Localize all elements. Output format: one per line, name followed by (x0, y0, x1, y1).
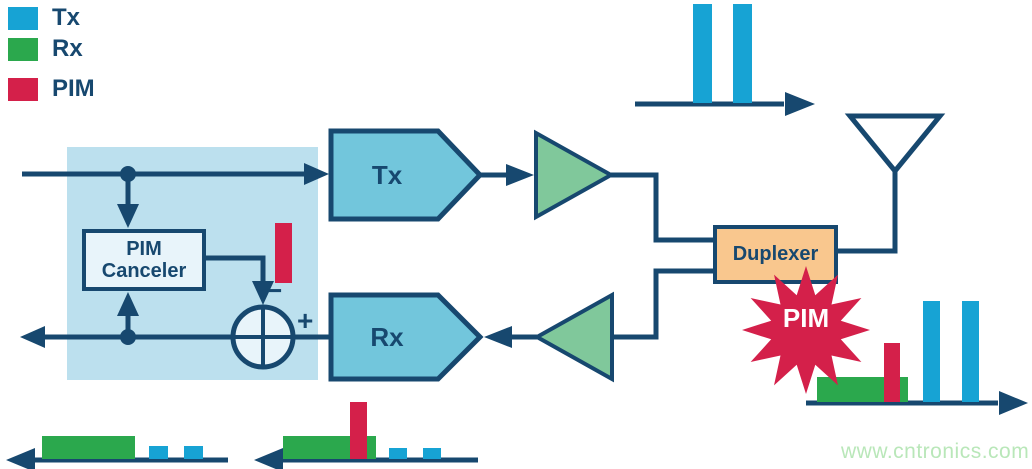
legend-item-rx: Rx (8, 35, 83, 63)
spectrum-bar-pim (350, 402, 367, 459)
pim-canceler-block: PIM Canceler (82, 229, 206, 291)
junction-dot-bottom (120, 329, 136, 345)
summing-plus-sign: + (297, 305, 314, 336)
canceler-output-line (204, 255, 266, 283)
spectrum-bar-tx (733, 4, 752, 103)
legend-item-tx: Tx (8, 4, 80, 32)
tx-color-swatch (8, 6, 38, 30)
pim-starburst (742, 266, 870, 394)
arrowhead-axis-bottom-middle (254, 448, 283, 469)
pim-burst-label: PIM (782, 303, 830, 333)
spectrum-bar-tx (184, 446, 203, 459)
pim-color-swatch (8, 77, 38, 101)
spectrum-bar-tx (962, 301, 979, 402)
antenna-icon (844, 113, 946, 175)
arrowhead-into-rx-block (484, 326, 512, 348)
arrowhead-into-tx-amp (506, 164, 534, 186)
spectrum-bar-tx (389, 448, 407, 459)
rx-amplifier (532, 291, 614, 383)
spectrum-bar-tx (423, 448, 441, 459)
tx-amp-to-duplexer-line (611, 172, 713, 243)
legend-label-rx: Rx (52, 35, 83, 62)
duplexer-block: Duplexer (713, 225, 838, 284)
spectrum-bar-pim (884, 343, 900, 402)
spectrum-bar-tx (923, 301, 940, 402)
arrowhead-axis-bottom-left (6, 448, 35, 469)
spectrum-bar-rx (42, 436, 135, 459)
arrowhead-into-summing-node (252, 281, 274, 305)
arrowhead-into-canceler-bottom (117, 292, 139, 316)
legend-item-pim: PIM (8, 75, 95, 103)
arrowhead-into-tx (304, 163, 329, 185)
summing-junction-cross (234, 308, 292, 366)
tx-block-shape (328, 128, 484, 222)
legend-label-tx: Tx (52, 4, 81, 31)
rx-block-shape (328, 292, 484, 382)
duplexer-to-rx-amp-line (612, 268, 713, 340)
arrowhead-axis-top-right (785, 92, 815, 116)
tx-amplifier (534, 129, 616, 221)
canceler-pim-bar (275, 223, 292, 283)
pim-canceler-label: PIM Canceler (101, 238, 187, 282)
spectrum-bar-tx (693, 4, 712, 103)
spectrum-bar-tx (149, 446, 168, 459)
junction-dot-top (120, 166, 136, 182)
summing-minus-sign: − (266, 275, 283, 306)
duplexer-label: Duplexer (732, 243, 819, 265)
tx-block-label: Tx (371, 160, 403, 190)
rx-block-label: Rx (370, 322, 404, 352)
arrowhead-rx-output-left (20, 326, 45, 348)
arrowhead-axis-bottom-right (999, 391, 1028, 415)
rx-color-swatch (8, 37, 38, 61)
legend-label-pim: PIM (52, 75, 95, 102)
arrowhead-into-canceler-top (117, 204, 139, 228)
watermark-text: www.cntronics.com (841, 440, 1030, 463)
